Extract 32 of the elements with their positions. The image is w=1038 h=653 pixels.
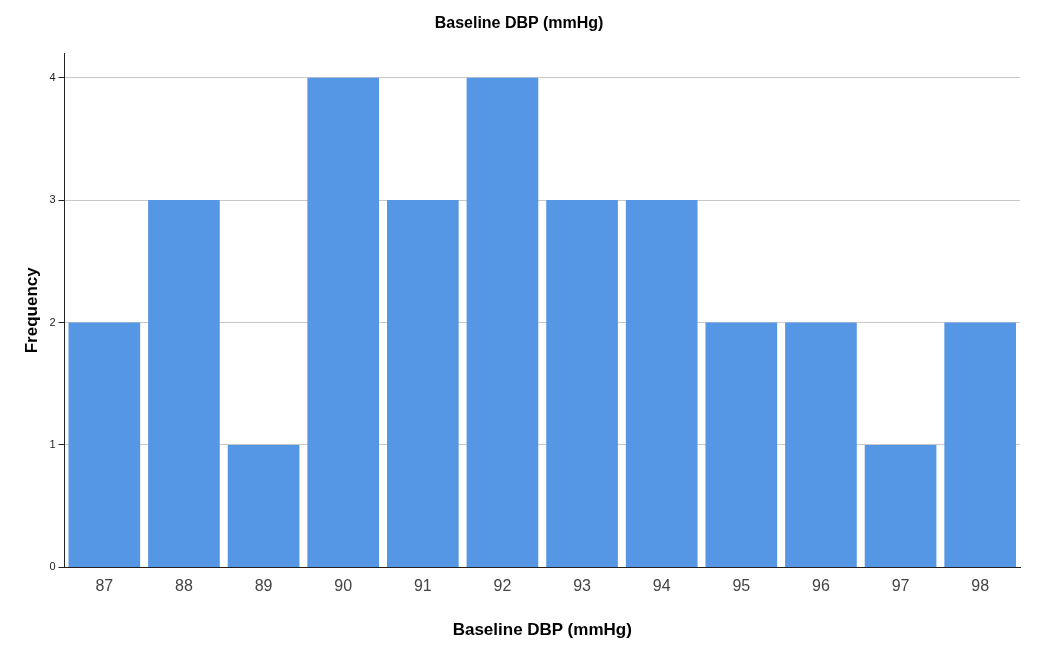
x-tick-label: 90	[334, 577, 353, 595]
y-axis-title: Frequency	[21, 266, 41, 354]
x-tick-label: 95	[732, 577, 751, 595]
x-tick-label: 97	[891, 577, 910, 595]
y-tick-label: 0	[49, 560, 56, 573]
bar	[386, 200, 459, 567]
y-tick-label: 4	[49, 70, 56, 83]
bar	[466, 77, 539, 567]
bar	[148, 200, 220, 567]
x-tick-label: 98	[971, 577, 990, 595]
x-tick-label: 89	[254, 577, 273, 595]
y-tick-label: 2	[49, 315, 56, 328]
x-tick-label: 87	[95, 577, 114, 595]
y-tick-label: 1	[49, 438, 56, 450]
bar	[785, 322, 857, 567]
bar	[68, 322, 141, 567]
x-tick-label: 96	[812, 577, 830, 595]
x-tick-label: 93	[573, 577, 592, 595]
chart-title: Baseline DBP (mmHg)	[434, 14, 604, 32]
bar	[546, 200, 618, 567]
bar	[864, 444, 937, 567]
x-axis-title: Baseline DBP (mmHg)	[452, 620, 632, 640]
bar	[625, 200, 698, 567]
x-tick-label: 88	[175, 577, 193, 595]
x-tick-label: 91	[413, 577, 432, 595]
x-tick-label: 94	[652, 577, 671, 595]
bar	[227, 444, 300, 567]
bar	[944, 322, 1017, 567]
y-tick-label: 3	[49, 193, 56, 206]
bar	[705, 322, 778, 567]
x-tick-label: 92	[493, 577, 512, 595]
bar	[307, 77, 380, 567]
